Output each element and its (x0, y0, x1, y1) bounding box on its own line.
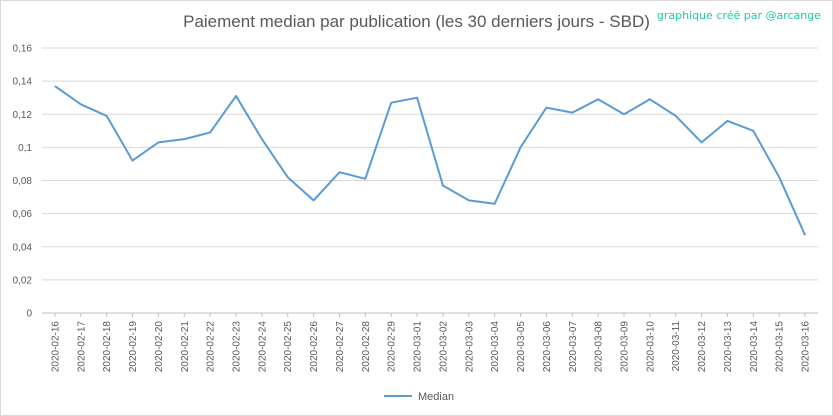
x-tick-label: 2020-02-23 (232, 321, 243, 373)
x-tick-label: 2020-02-20 (154, 321, 165, 373)
data-point (571, 111, 574, 114)
x-tick-label: 2020-02-26 (309, 321, 320, 373)
data-point (79, 103, 82, 106)
chart-credit: graphique créé par @arcange (656, 9, 821, 22)
data-point (338, 171, 341, 174)
data-point (364, 177, 367, 180)
x-tick-label: 2020-03-09 (620, 321, 631, 373)
legend-label: Median (418, 391, 454, 403)
x-tick-label: 2020-03-02 (438, 321, 449, 373)
x-tick-label: 2020-03-06 (542, 321, 553, 373)
y-tick-label: 0 (26, 309, 32, 320)
y-tick-label: 0,02 (13, 275, 33, 286)
gridlines (42, 47, 818, 314)
x-tick-label: 2020-03-08 (594, 321, 605, 373)
y-tick-label: 0,1 (18, 143, 32, 154)
data-point (778, 176, 781, 179)
y-tick-label: 0,06 (13, 209, 33, 220)
x-tick-label: 2020-02-25 (283, 321, 294, 373)
x-tick-label: 2020-02-18 (102, 321, 113, 373)
x-tick-label: 2020-02-29 (387, 321, 398, 373)
data-point (441, 184, 444, 187)
x-tick-label: 2020-02-27 (335, 321, 346, 373)
y-tick-label: 0,08 (13, 176, 33, 187)
chart-title: Paiement median par publication (les 30 … (183, 12, 650, 31)
x-tick-label: 2020-03-10 (645, 321, 656, 373)
data-point (209, 131, 212, 134)
x-tick-label: 2020-03-16 (801, 321, 812, 373)
data-point (286, 176, 289, 179)
x-tick-label: 2020-03-15 (775, 321, 786, 373)
data-point (312, 199, 315, 202)
x-tick-label: 2020-02-21 (180, 321, 191, 373)
y-axis-ticks: 0 0,02 0,04 0,06 0,08 0,1 0,12 0,14 0,16 (13, 44, 33, 320)
data-point (53, 85, 56, 88)
x-axis-ticks: 2020-02-16 2020-02-17 2020-02-18 2020-02-19… (50, 313, 812, 373)
x-tick-label: 2020-03-03 (464, 321, 475, 373)
y-tick-label: 0,14 (13, 77, 33, 88)
data-point (519, 146, 522, 149)
data-point (804, 234, 807, 237)
data-point (752, 129, 755, 132)
series-layer (53, 85, 807, 237)
x-tick-label: 2020-03-05 (516, 321, 527, 373)
x-tick-label: 2020-02-17 (76, 321, 87, 373)
data-point (235, 95, 238, 98)
x-tick-label: 2020-02-24 (257, 321, 268, 373)
x-tick-label: 2020-02-22 (206, 321, 217, 373)
data-point (726, 119, 729, 122)
x-tick-label: 2020-03-11 (671, 321, 682, 372)
data-point (493, 202, 496, 205)
x-tick-label: 2020-02-16 (50, 321, 61, 373)
series-line-median (54, 85, 807, 236)
data-point (390, 101, 393, 104)
data-point (131, 159, 134, 162)
x-tick-label: 2020-03-01 (413, 321, 424, 373)
x-tick-label: 2020-02-28 (361, 321, 372, 373)
data-point (674, 114, 677, 117)
data-point (623, 113, 626, 116)
data-point (416, 96, 419, 99)
data-point (597, 98, 600, 101)
y-tick-label: 0,12 (13, 110, 33, 121)
data-point (545, 106, 548, 109)
x-tick-label: 2020-02-19 (128, 321, 139, 373)
data-point (183, 138, 186, 141)
data-point (157, 141, 160, 144)
legend: Median (384, 391, 454, 403)
data-point (105, 114, 108, 117)
y-tick-label: 0,04 (13, 242, 33, 253)
data-point (260, 138, 263, 141)
x-tick-label: 2020-03-13 (723, 321, 734, 373)
x-tick-label: 2020-03-14 (749, 321, 760, 373)
x-tick-label: 2020-03-04 (490, 321, 501, 373)
data-point (467, 199, 470, 202)
x-tick-label: 2020-03-12 (697, 321, 708, 373)
y-tick-label: 0,16 (13, 44, 33, 55)
x-tick-label: 2020-03-07 (568, 321, 579, 373)
data-point (648, 98, 651, 101)
data-point (700, 141, 703, 144)
